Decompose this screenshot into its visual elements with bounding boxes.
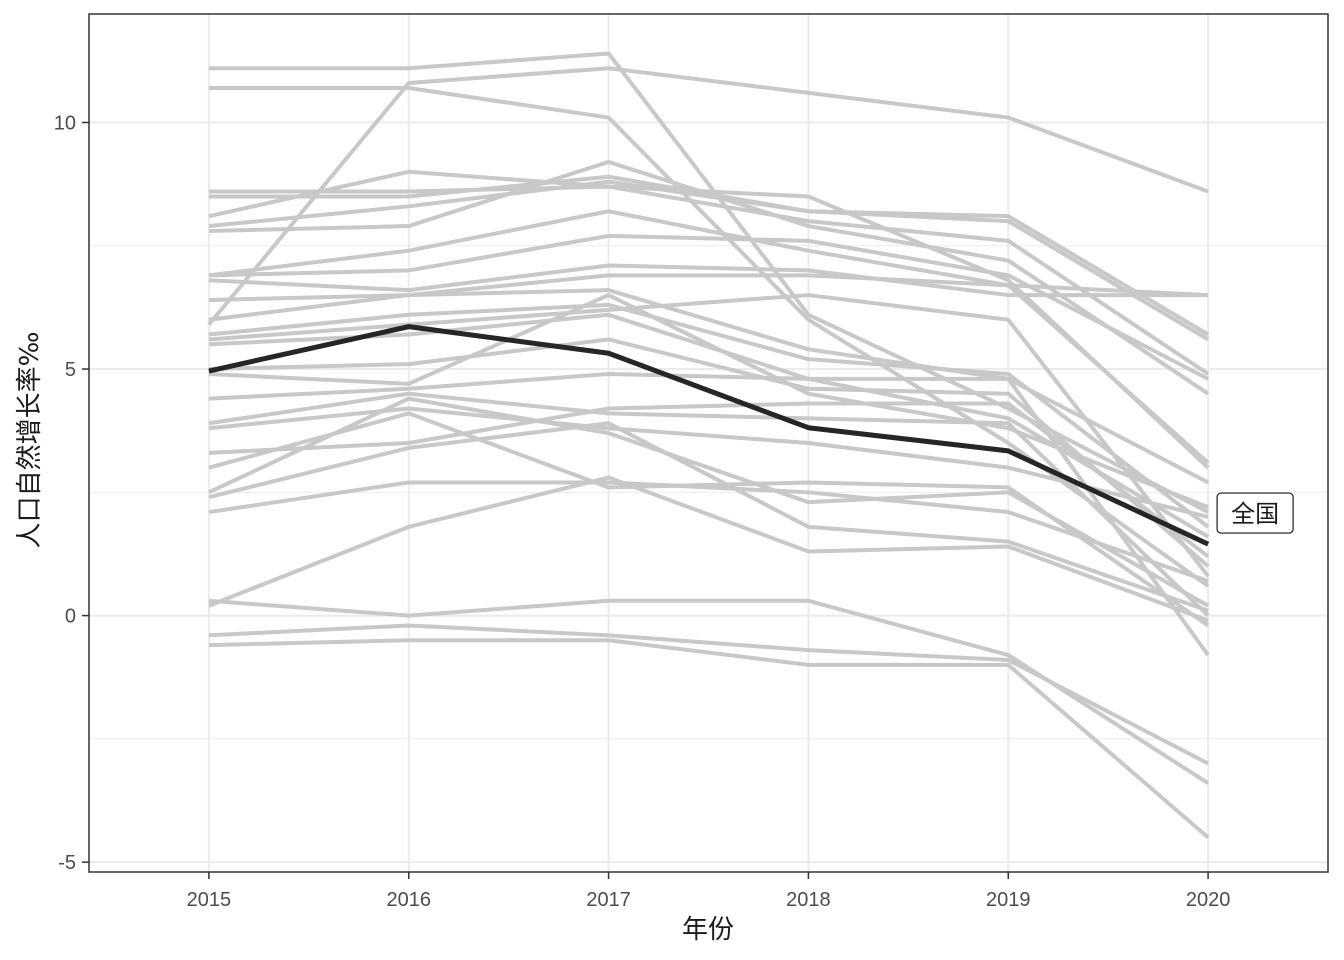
highlight-series bbox=[208, 324, 1210, 547]
series-line bbox=[208, 169, 1210, 376]
series-line bbox=[208, 401, 1210, 559]
highlight-label: 全国 bbox=[1231, 500, 1279, 528]
series-line bbox=[208, 263, 1209, 298]
series-line bbox=[208, 179, 1210, 342]
series-line bbox=[208, 480, 1209, 583]
x-tick-label: 2020 bbox=[1186, 889, 1231, 911]
series-line bbox=[208, 638, 1210, 839]
highlight-series-line bbox=[208, 324, 1210, 547]
x-tick-label: 2019 bbox=[986, 889, 1031, 911]
series-line bbox=[208, 273, 1209, 302]
y-tick-label: 5 bbox=[65, 359, 76, 381]
highlight-label-box: 全国 bbox=[1216, 492, 1294, 534]
series-line bbox=[208, 475, 1209, 623]
x-axis-ticks: 2015 2016 2017 2018 2019 2020 bbox=[187, 872, 1231, 911]
x-tick-label: 2018 bbox=[786, 889, 831, 911]
series-line bbox=[208, 159, 1210, 396]
series-line bbox=[208, 293, 1209, 509]
panel-border bbox=[88, 13, 1329, 873]
series-line bbox=[208, 209, 1210, 465]
series-line bbox=[208, 391, 1210, 618]
y-axis-ticks: -5 0 5 10 bbox=[54, 112, 89, 874]
series-line bbox=[208, 406, 1209, 519]
x-tick-label: 2015 bbox=[187, 889, 232, 911]
series-line bbox=[208, 302, 1210, 529]
series-line bbox=[208, 233, 1210, 381]
y-axis-title: 人口自然增长率‰ bbox=[15, 332, 45, 549]
x-tick-label: 2017 bbox=[586, 889, 631, 911]
series-line bbox=[208, 293, 1210, 578]
series-lines bbox=[207, 51, 1210, 839]
series-line bbox=[208, 421, 1209, 613]
y-tick-label: 10 bbox=[54, 112, 76, 134]
series-line bbox=[208, 184, 1210, 470]
series-line bbox=[208, 623, 1210, 766]
x-axis-title: 年份 bbox=[682, 915, 734, 945]
x-tick-label: 2016 bbox=[386, 889, 431, 911]
series-line bbox=[208, 288, 1210, 485]
highlight-label-frame bbox=[1216, 492, 1294, 534]
y-tick-label: -5 bbox=[58, 852, 76, 874]
y-tick-label: 0 bbox=[65, 606, 76, 628]
series-line bbox=[207, 66, 1209, 326]
series-line bbox=[208, 396, 1210, 608]
series-line bbox=[208, 371, 1210, 657]
